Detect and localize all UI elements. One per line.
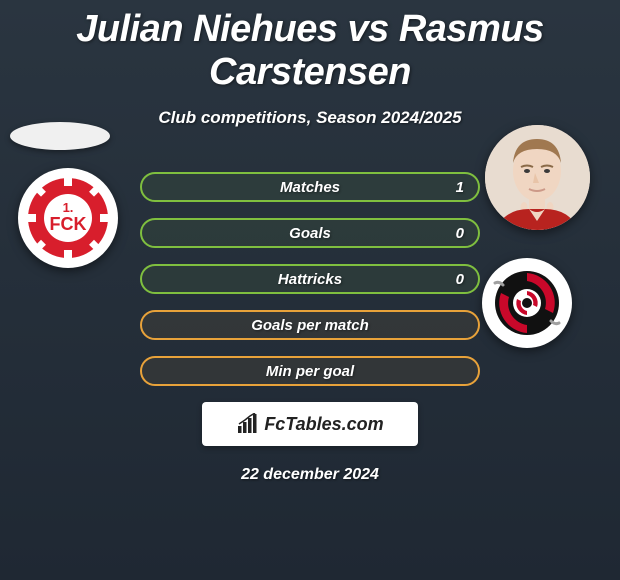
stat-value: 0	[456, 271, 464, 288]
page-title: Julian Niehues vs Rasmus Carstensen	[0, 0, 620, 94]
stat-value: 0	[456, 225, 464, 242]
stat-label: Hattricks	[278, 271, 342, 288]
player-left-silhouette	[10, 122, 110, 150]
stat-label: Min per goal	[266, 363, 354, 380]
brand-text: FcTables.com	[264, 414, 383, 435]
stat-label: Goals	[289, 225, 331, 242]
stat-row-goals-per-match: Goals per match	[140, 310, 480, 340]
stat-row-matches: Matches 1	[140, 172, 480, 202]
chart-icon	[236, 413, 258, 435]
stat-row-goals: Goals 0	[140, 218, 480, 248]
stats-container: Matches 1 Goals 0 Hattricks 0 Goals per …	[0, 172, 620, 386]
stat-row-hattricks: Hattricks 0	[140, 264, 480, 294]
date-text: 22 december 2024	[0, 466, 620, 484]
brand-badge[interactable]: FcTables.com	[202, 402, 418, 446]
stat-row-min-per-goal: Min per goal	[140, 356, 480, 386]
stat-label: Goals per match	[251, 317, 369, 334]
stat-label: Matches	[280, 179, 340, 196]
stat-value: 1	[456, 179, 464, 196]
